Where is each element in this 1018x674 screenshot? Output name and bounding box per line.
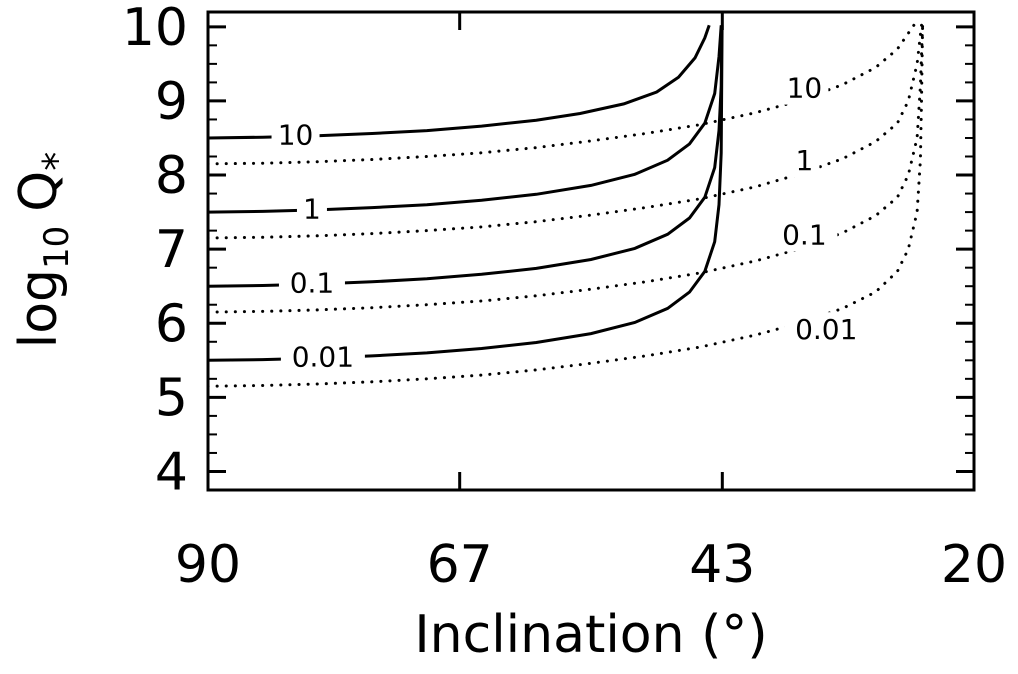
x-tick-label-90: 90 — [175, 535, 241, 595]
y-tick-label-4: 4 — [155, 442, 188, 502]
contour-label-bg-2 — [278, 265, 345, 300]
y-axis-title: log10 Q* — [9, 152, 79, 348]
contour-label-4: 10 — [787, 72, 823, 105]
x-axis-title: Inclination (°) — [414, 605, 767, 665]
y-tick-label-10: 10 — [122, 0, 188, 58]
contour-label-5: 1 — [795, 144, 813, 177]
contour-label-bg-3 — [280, 339, 365, 374]
y-tick-label-8: 8 — [155, 146, 188, 206]
contour-label-0: 10 — [278, 118, 314, 151]
x-tick-label-20: 20 — [941, 535, 1007, 595]
contour-label-bg-5 — [789, 143, 820, 178]
contour-label-bg-4 — [780, 70, 829, 105]
contour-line-solid-0 — [207, 24, 711, 140]
contour-label-2: 0.1 — [290, 266, 335, 299]
x-ticks: 90 67 43 20 — [175, 12, 1007, 595]
contour-label-3: 0.01 — [292, 341, 354, 374]
contour-line-solid-3 — [207, 25, 724, 362]
contour-label-bg-6 — [771, 217, 838, 252]
contour-line-solid-2 — [207, 25, 724, 288]
contour-label-7: 0.01 — [795, 313, 857, 346]
contour-label-1: 1 — [303, 192, 321, 225]
y-axis-title-superscript: * — [35, 152, 79, 171]
x-tick-label-43: 43 — [689, 535, 755, 595]
y-axis-title-symbol: Q — [9, 171, 69, 212]
y-tick-label-9: 9 — [155, 72, 188, 132]
y-axis-title-base: log — [9, 269, 69, 348]
contour-label-bg-7 — [784, 312, 869, 347]
contour-label-6: 0.1 — [782, 218, 827, 251]
x-tick-label-67: 67 — [427, 535, 493, 595]
contour-line-dotted-7 — [206, 23, 925, 388]
contour-line-dotted-4 — [206, 23, 916, 166]
y-tick-label-5: 5 — [155, 368, 188, 428]
contour-label-bg-0 — [271, 117, 320, 152]
chart-marks: 10 1 0.1 0.01 10 1 0.1 0.01 — [206, 23, 925, 388]
y-tick-label-7: 7 — [155, 220, 188, 280]
y-axis-title-subscript: 10 — [37, 226, 77, 269]
contour-line-solid-1 — [207, 25, 723, 214]
plot-frame — [206, 10, 976, 492]
contour-line-dotted-5 — [206, 23, 923, 240]
contour-line-dotted-6 — [206, 23, 925, 314]
y-ticks: 4 5 6 7 8 9 10 — [122, 0, 974, 502]
y-tick-label-6: 6 — [155, 294, 188, 354]
contour-label-bg-1 — [296, 191, 327, 226]
